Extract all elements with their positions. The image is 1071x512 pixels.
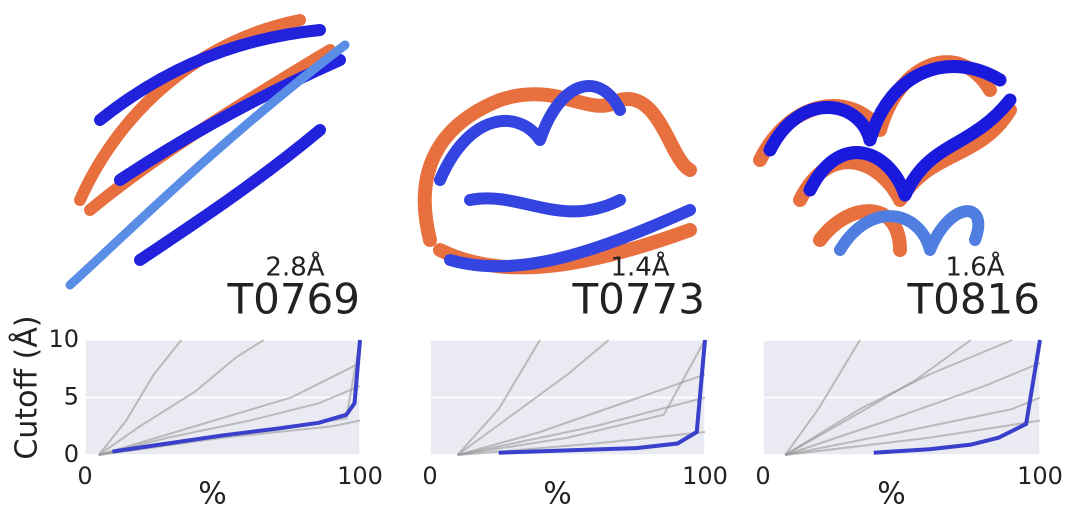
x-axis-label: % xyxy=(198,477,227,512)
y-tick-label: 0 xyxy=(64,440,79,468)
protein-structures xyxy=(70,20,1010,285)
x-tick-label: 0 xyxy=(422,462,437,490)
page: 01000510%2.8ÅT0769Cutoff (Å)0100%1.4ÅT07… xyxy=(0,0,1071,512)
ribbon xyxy=(425,94,690,267)
x-tick-label: 100 xyxy=(337,462,383,490)
y-axis-label: Cutoff (Å) xyxy=(9,315,45,459)
x-tick-label: 100 xyxy=(682,462,728,490)
y-tick-label: 5 xyxy=(64,383,79,411)
chart-title: T0773 xyxy=(571,275,705,324)
chart-title: T0816 xyxy=(906,275,1040,324)
x-axis-label: % xyxy=(543,477,572,512)
x-tick-label: 0 xyxy=(755,462,770,490)
x-tick-label: 0 xyxy=(77,462,92,490)
chart-title: T0769 xyxy=(226,275,360,324)
y-tick-label: 10 xyxy=(48,325,79,353)
ribbon xyxy=(70,45,345,285)
x-axis-label: % xyxy=(877,477,906,512)
x-tick-label: 100 xyxy=(1017,462,1063,490)
ribbon xyxy=(770,67,1010,196)
figure: 01000510%2.8ÅT0769Cutoff (Å)0100%1.4ÅT07… xyxy=(0,0,1071,512)
